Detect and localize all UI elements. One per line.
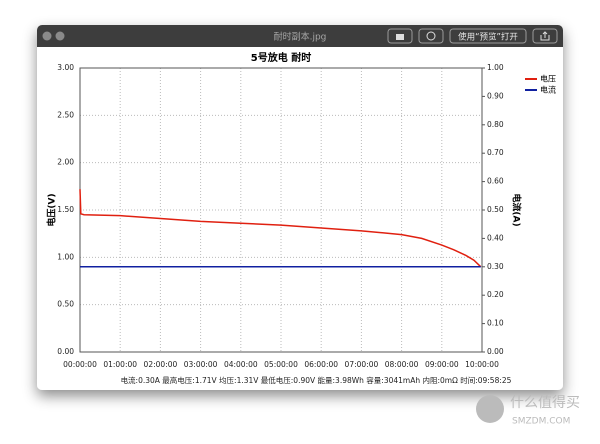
open-button-label: 使用“预览”打开 — [458, 32, 518, 43]
fullscreen-button[interactable] — [55, 31, 65, 41]
x-tick-label: 05:00:00 — [264, 360, 298, 369]
share-icon — [540, 31, 550, 41]
close-button[interactable] — [42, 31, 52, 41]
y2-tick-label: 0.30 — [487, 262, 504, 271]
markup-button[interactable] — [418, 28, 444, 44]
y2-tick-label: 0.80 — [487, 120, 504, 129]
x-tick-label: 10:00:00 — [465, 360, 499, 369]
rotate-icon — [396, 34, 404, 40]
chart-title: 5号放电 耐时 — [251, 51, 311, 64]
y2-tick-label: 0.90 — [487, 91, 504, 100]
y2-tick-label: 0.40 — [487, 233, 504, 242]
x-tick-label: 08:00:00 — [385, 360, 419, 369]
x-tick-label: 04:00:00 — [224, 360, 258, 369]
series-line — [79, 189, 482, 268]
y-tick-label: 2.50 — [57, 110, 74, 119]
footer-stats: 电流:0.30A 最高电压:1.71V 均压:1.31V 最低电压:0.90V … — [121, 375, 512, 385]
legend-label: 电流 — [540, 85, 556, 95]
y2-tick-label: 0.70 — [487, 148, 504, 157]
x-tick-label: 02:00:00 — [144, 360, 178, 369]
markup-icon — [426, 31, 436, 41]
x-tick-label: 06:00:00 — [304, 360, 338, 369]
y-tick-label: 2.00 — [57, 158, 74, 167]
chart: 5号放电 耐时 0.00 0.50 1.00 1.50 2.00 2.50 3.00 0.00 0… — [46, 51, 557, 385]
share-button[interactable] — [532, 28, 558, 44]
watermark-name: 什么值得买 — [510, 394, 580, 411]
x-tick-label: 01:00:00 — [103, 360, 137, 369]
y2-axis-label: 电流(A) — [511, 193, 523, 226]
window — [37, 25, 563, 390]
y-tick-label: 1.50 — [57, 205, 74, 214]
y-tick-label: 0.00 — [57, 347, 74, 356]
y2-tick-label: 0.10 — [487, 319, 504, 328]
watermark-site: SMZDM.COM — [512, 417, 570, 427]
x-tick-label: 09:00:00 — [425, 360, 459, 369]
y-axis-label: 电压(V) — [46, 193, 58, 226]
x-tick-label: 03:00:00 — [184, 360, 218, 369]
legend-label: 电压 — [540, 74, 556, 84]
rotate-button[interactable] — [387, 28, 413, 44]
y2-tick-label: 0.00 — [487, 347, 504, 356]
x-tick-label: 07:00:00 — [345, 360, 379, 369]
y2-tick-label: 0.50 — [487, 205, 504, 214]
y-tick-label: 0.50 — [57, 300, 74, 309]
y2-tick-label: 0.60 — [487, 177, 504, 186]
watermark-logo — [476, 395, 504, 423]
y2-tick-label: 0.20 — [487, 290, 504, 299]
window-title: 耐时副本.jpg — [274, 31, 327, 43]
x-tick-label: 00:00:00 — [63, 360, 97, 369]
y2-tick-label: 1.00 — [487, 63, 504, 72]
y-tick-label: 1.00 — [57, 252, 74, 261]
open-button[interactable] — [449, 28, 527, 44]
y-tick-label: 3.00 — [57, 63, 74, 72]
title-bar — [37, 25, 563, 47]
